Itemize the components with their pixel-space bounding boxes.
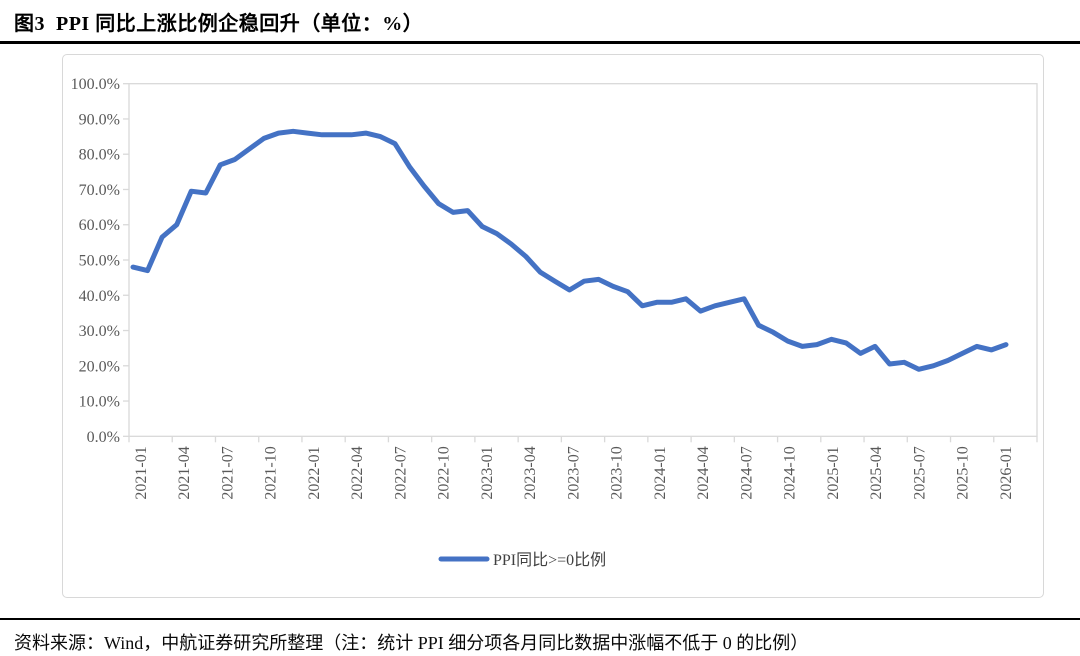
- y-tick-label: 80.0%: [79, 147, 120, 164]
- x-tick-label: 2023-01: [479, 446, 496, 499]
- x-tick-label: 2023-10: [609, 446, 626, 499]
- y-axis: 100.0% 90.0% 80.0% 70.0% 60.0% 50.0% 40.0% 30.0…: [71, 76, 129, 446]
- legend: PPI同比>=0比例: [438, 551, 606, 569]
- x-tick-label: 2025-01: [825, 446, 842, 499]
- x-tick-label: 2021-01: [133, 446, 150, 499]
- x-tick-label: 2022-10: [436, 446, 453, 499]
- y-tick-label: 100.0%: [71, 76, 120, 93]
- x-tick-label: 2024-10: [782, 446, 799, 499]
- x-tick-label: 2024-07: [738, 446, 755, 499]
- y-tick-label: 0.0%: [87, 429, 120, 446]
- x-tick-label: 2025-10: [955, 446, 972, 499]
- x-tick-label: 2024-01: [652, 446, 669, 499]
- source-note: 资料来源：Wind，中航证券研究所整理（注：统计 PPI 细分项各月同比数据中涨…: [14, 633, 809, 653]
- x-tick-label: 2023-07: [565, 446, 582, 499]
- y-tick-label: 10.0%: [79, 394, 120, 411]
- y-tick-label: 20.0%: [79, 358, 120, 375]
- y-tick-label: 50.0%: [79, 253, 120, 270]
- x-tick-label: 2023-04: [522, 446, 539, 499]
- y-tick-label: 70.0%: [79, 182, 120, 199]
- x-axis: 2021-01 2021-04 2021-07 2021-10 2022-01 2022-…: [128, 436, 1038, 500]
- x-tick-label: 2024-04: [695, 446, 712, 499]
- y-tick-label: 40.0%: [79, 288, 120, 305]
- x-tick-label: 2021-07: [219, 446, 236, 499]
- x-tick-label: 2025-07: [911, 446, 928, 499]
- x-tick-label: 2026-01: [998, 446, 1015, 499]
- x-tick-label: 2021-10: [263, 446, 280, 499]
- ppi-series-line: [130, 128, 1009, 372]
- title-divider: [0, 41, 1080, 44]
- y-tick-label: 90.0%: [79, 111, 120, 128]
- x-tick-label: 2022-04: [349, 446, 366, 499]
- ppi-line-chart: 100.0% 90.0% 80.0% 70.0% 60.0% 50.0% 40.0% 30.0…: [71, 76, 1038, 569]
- x-tick-label: 2022-07: [392, 446, 409, 499]
- chart-container: 100.0% 90.0% 80.0% 70.0% 60.0% 50.0% 40.0% 30.0…: [62, 54, 1044, 598]
- chart-title: 图3 PPI 同比上涨比例企稳回升（单位：%）: [14, 13, 424, 35]
- x-tick-label: 2022-01: [306, 446, 323, 499]
- legend-label: PPI同比>=0比例: [493, 551, 606, 569]
- footer-divider: [0, 618, 1080, 620]
- x-tick-label: 2025-04: [868, 446, 885, 499]
- y-tick-label: 30.0%: [79, 323, 120, 340]
- y-tick-label: 60.0%: [79, 217, 120, 234]
- x-tick-label: 2021-04: [176, 446, 193, 499]
